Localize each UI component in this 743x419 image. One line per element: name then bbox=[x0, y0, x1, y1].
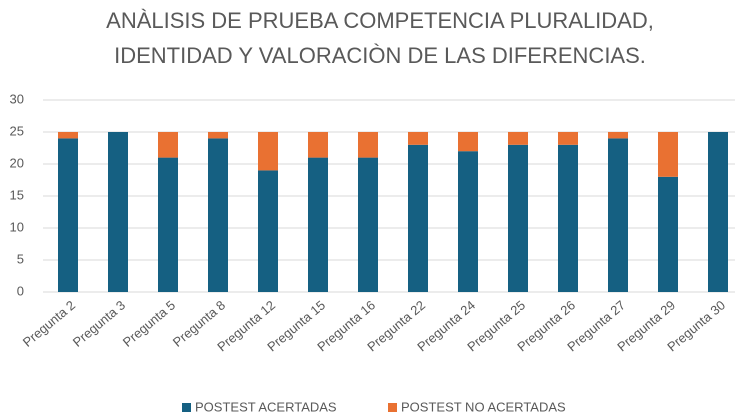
bar-segment bbox=[458, 151, 478, 292]
x-tick-label: Pregunta 3 bbox=[70, 297, 128, 349]
bar-segment bbox=[258, 132, 278, 171]
bar-segment bbox=[58, 132, 78, 139]
bar-segment bbox=[108, 132, 128, 292]
bar-segment bbox=[158, 132, 178, 158]
bar-segment bbox=[558, 132, 578, 145]
legend-label: POSTEST ACERTADAS bbox=[195, 399, 337, 414]
y-tick-label: 5 bbox=[17, 251, 24, 266]
chart-title: IDENTIDAD Y VALORACIÒN DE LAS DIFERENCIA… bbox=[114, 43, 646, 68]
bar-segment bbox=[158, 157, 178, 292]
x-tick-label: Pregunta 5 bbox=[120, 297, 178, 349]
y-tick-label: 15 bbox=[10, 187, 24, 202]
legend-swatch bbox=[388, 403, 397, 412]
bar-segment bbox=[208, 138, 228, 292]
chart-title: ANÀLISIS DE PRUEBA COMPETENCIA PLURALIDA… bbox=[106, 8, 654, 33]
bar-segment bbox=[558, 144, 578, 292]
bar-segment bbox=[508, 144, 528, 292]
bar-segment bbox=[408, 132, 428, 145]
bar-segment bbox=[358, 157, 378, 292]
bar-segment bbox=[208, 132, 228, 139]
bar-segment bbox=[608, 132, 628, 139]
legend-swatch bbox=[182, 403, 191, 412]
bar-segment bbox=[308, 132, 328, 158]
bar-segment bbox=[408, 144, 428, 292]
bar-segment bbox=[658, 132, 678, 177]
bar-segment bbox=[58, 138, 78, 292]
y-tick-label: 25 bbox=[10, 123, 24, 138]
y-tick-label: 10 bbox=[10, 219, 24, 234]
y-tick-label: 30 bbox=[10, 91, 24, 106]
legend-label: POSTEST NO ACERTADAS bbox=[401, 399, 566, 414]
bar-segment bbox=[658, 176, 678, 292]
bar-segment bbox=[508, 132, 528, 145]
y-tick-label: 0 bbox=[17, 283, 24, 298]
bar-segment bbox=[608, 138, 628, 292]
y-tick-label: 20 bbox=[10, 155, 24, 170]
bar-segment bbox=[358, 132, 378, 158]
bar-segment bbox=[308, 157, 328, 292]
bar-segment bbox=[708, 132, 728, 292]
bar-segment bbox=[258, 170, 278, 292]
bar-segment bbox=[458, 132, 478, 152]
x-tick-label: Pregunta 2 bbox=[20, 297, 78, 349]
